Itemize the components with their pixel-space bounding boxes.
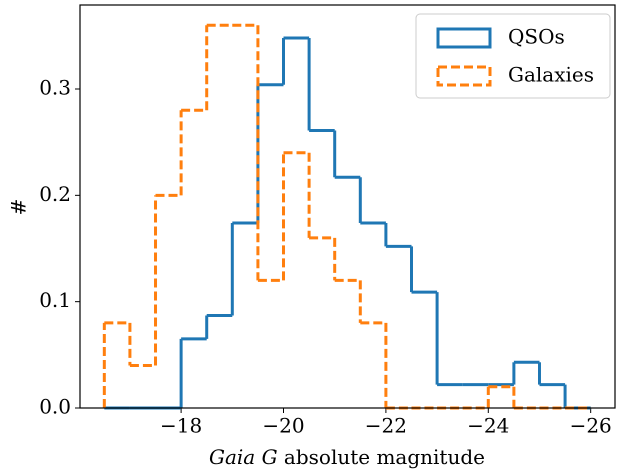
x-tick-label: −20 [262,414,304,438]
x-tick-label: −24 [467,414,509,438]
legend-label: QSOs [508,25,565,49]
x-tick-label: −18 [160,414,202,438]
x-tick-label: −22 [365,414,407,438]
legend-handle [436,65,492,87]
y-tick-label: 0.3 [39,76,71,100]
legend-box [415,13,611,99]
y-tick-label: 0.0 [39,395,71,419]
x-axis-label-italic: Gaia G [209,445,278,469]
y-tick-label: 0.2 [39,182,71,206]
y-axis-label: # [7,199,31,216]
x-tick-label: −26 [570,414,612,438]
legend-label: Galaxies [508,63,594,87]
x-axis-label-rest: absolute magnitude [284,445,485,469]
y-tick-label: 0.1 [39,288,71,312]
x-axis-label: Gaia G absolute magnitude [209,445,485,469]
plot-frame [79,4,616,409]
legend-handle [436,27,492,49]
